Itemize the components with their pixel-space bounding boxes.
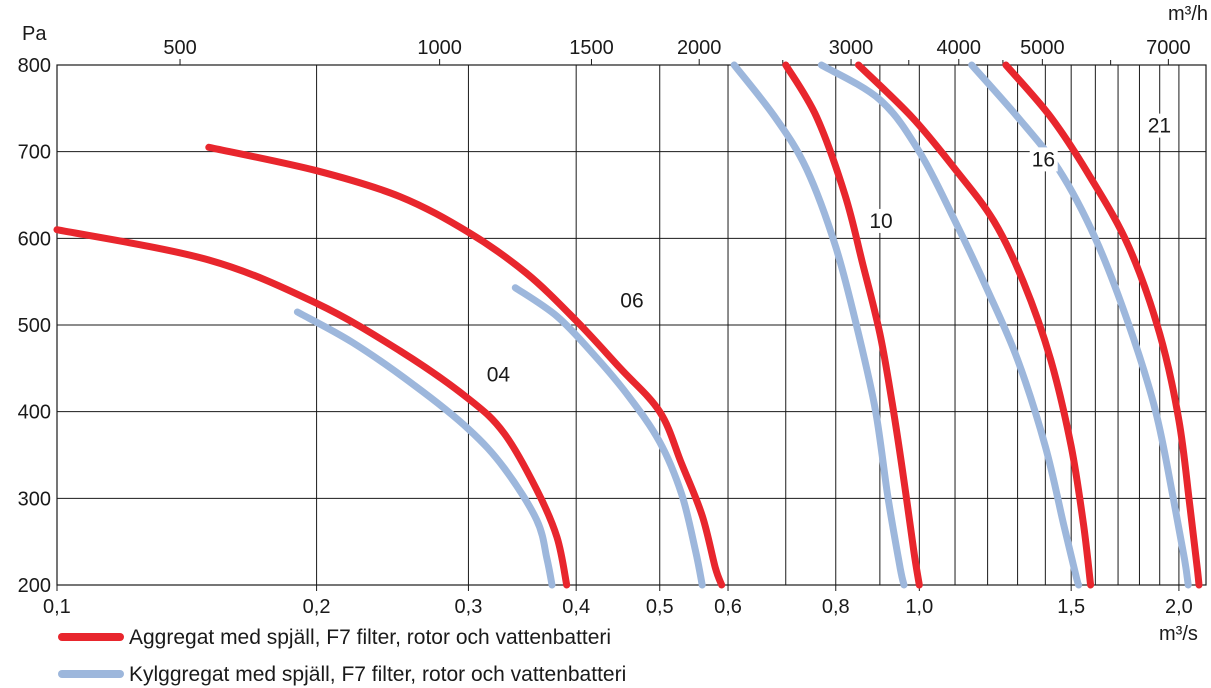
- y-tick-label: 800: [18, 55, 51, 77]
- x2-tick-label: 500: [163, 37, 196, 59]
- curve-label-21: 21: [1148, 115, 1171, 138]
- x-tick-label: 0,1: [43, 596, 71, 618]
- x-tick-label: 0,3: [455, 596, 483, 618]
- x-tick-label: 1,5: [1057, 596, 1085, 618]
- curve-label-bg: [867, 208, 896, 233]
- x-tick-label: 0,6: [714, 596, 742, 618]
- legend-label-aggregat: Aggregat med spjäll, F7 filter, rotor oc…: [129, 626, 611, 649]
- x2-tick-label: 3000: [829, 37, 874, 59]
- curve-label-bg: [1145, 113, 1174, 138]
- x-tick-label: 0,4: [562, 596, 590, 618]
- y-tick-label: 200: [18, 575, 51, 597]
- y-tick-label: 500: [18, 315, 51, 337]
- curve-aggregat-21: [1002, 61, 1203, 589]
- x2-tick-label: 4000: [937, 37, 982, 59]
- y-unit-label: Pa: [22, 23, 47, 45]
- curve-label-06: 06: [620, 290, 643, 313]
- curve-label-04: 04: [487, 363, 511, 386]
- x2-tick-label: 1000: [417, 37, 462, 59]
- x-tick-label: 1,0: [905, 596, 933, 618]
- plot-frame: [56, 64, 1207, 586]
- x-tick-label: 0,5: [646, 596, 674, 618]
- curve-aggregat-16: [855, 61, 1095, 589]
- curve-kylaggregat-16: [817, 61, 1083, 589]
- curve-kylaggregat-06: [511, 284, 706, 589]
- curve-label-10: 10: [869, 210, 892, 233]
- x-tick-label: 0,2: [303, 596, 331, 618]
- curve-kylaggregat-04: [293, 308, 556, 589]
- y-tick-label: 400: [18, 402, 51, 424]
- x2-tick-label: 5000: [1020, 37, 1065, 59]
- curve-kylaggregat-21: [968, 61, 1192, 589]
- x2-tick-label: 2000: [677, 37, 722, 59]
- x2-unit-label: m³/h: [1168, 3, 1208, 25]
- curve-label-bg: [1029, 147, 1058, 172]
- curve-label-bg: [484, 362, 513, 387]
- curve-aggregat-10: [782, 61, 923, 589]
- x-tick-label: 0,8: [822, 596, 850, 618]
- x2-tick-label: 7000: [1146, 37, 1191, 59]
- x-tick-label: 2,0: [1165, 596, 1193, 618]
- curve-aggregat-06: [205, 143, 726, 589]
- y-tick-label: 600: [18, 228, 51, 250]
- grid-lines: [57, 64, 1206, 586]
- curve-kylaggregat-10: [730, 61, 908, 589]
- curve-label-16: 16: [1032, 148, 1055, 171]
- curve-label-bg: [618, 288, 647, 313]
- curve-aggregat-04: [53, 226, 571, 589]
- legend-label-kylaggregat: Kylggregat med spjäll, F7 filter, rotor …: [129, 663, 626, 686]
- y-tick-label: 700: [18, 142, 51, 164]
- x2-tick-label: 1500: [569, 37, 614, 59]
- curve-group: [53, 61, 1203, 589]
- y-tick-label: 300: [18, 488, 51, 510]
- x-unit-label: m³/s: [1159, 623, 1198, 645]
